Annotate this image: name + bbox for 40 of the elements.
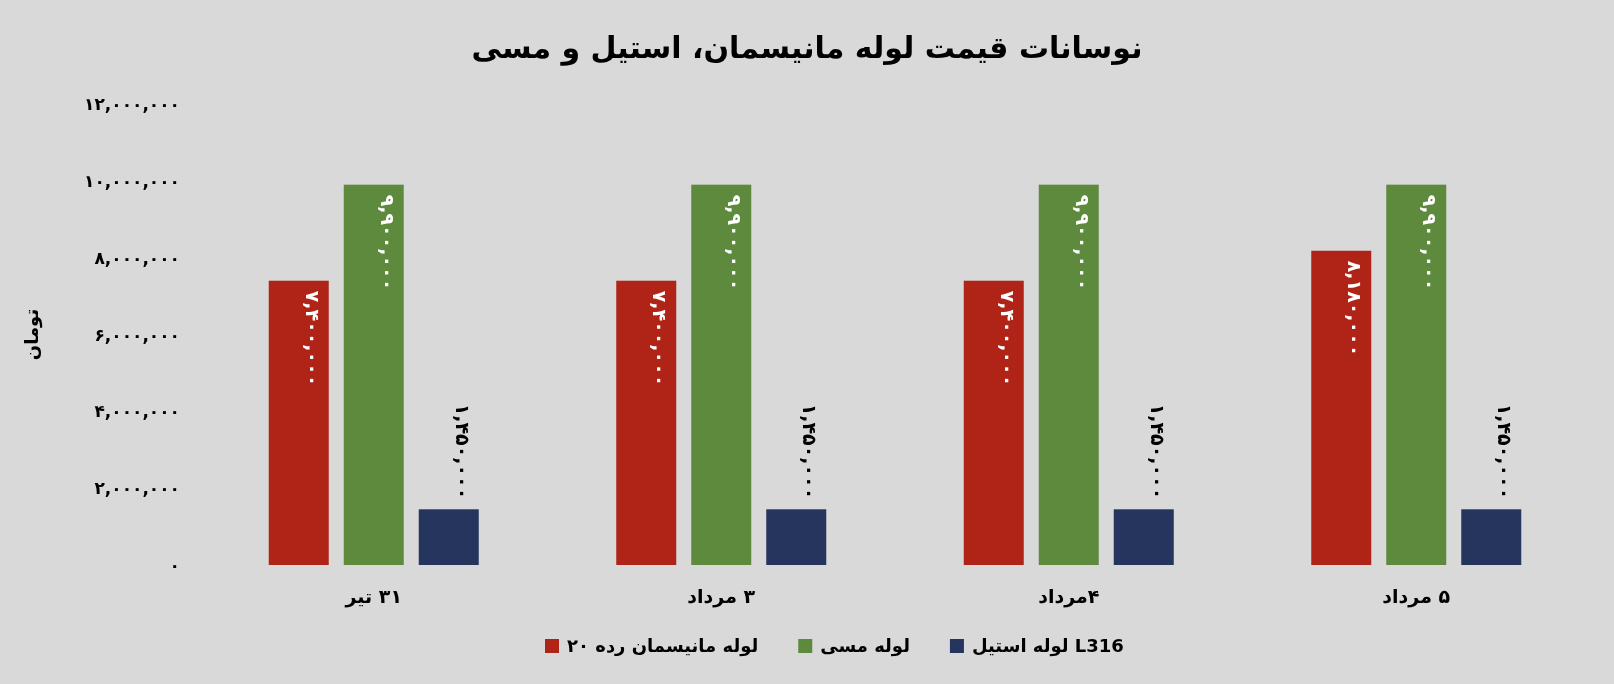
y-tick-label: ۴,۰۰۰,۰۰۰ [94,401,180,422]
legend-label: لوله مانیسمان رده ۲۰ [567,635,759,657]
bar [766,509,827,565]
legend-label: لوله مسی [820,635,910,657]
data-label: ۷,۴۰۰,۰۰۰ [649,290,672,387]
y-axis-title: تومان [21,308,43,361]
bar [963,280,1024,565]
y-tick-label: ۱۲,۰۰۰,۰۰۰ [84,94,180,114]
legend-label: لوله استیل L316 [971,635,1124,657]
data-label: ۹,۹۰۰,۰۰۰ [1071,194,1094,291]
chart-title: نوسانات قیمت لوله مانیسمان، استیل و مسی [471,30,1143,66]
bar [268,280,329,565]
bar [1038,184,1099,565]
data-label: ۷,۴۰۰,۰۰۰ [996,290,1019,387]
x-tick-label: ۳۱ تیر [344,585,403,608]
data-label: ۹,۹۰۰,۰۰۰ [1419,194,1442,291]
x-tick-label: ۵ مرداد [1382,585,1451,608]
y-tick-label: ۰ [169,555,180,575]
bar [343,184,404,565]
y-tick-label: ۶,۰۰۰,۰۰۰ [94,324,180,345]
bar [1461,509,1522,565]
data-label: ۱,۴۵۰,۰۰۰ [451,403,474,500]
bar [418,509,479,565]
data-label: ۹,۹۰۰,۰۰۰ [376,194,399,291]
y-tick-label: ۸,۰۰۰,۰۰۰ [94,247,180,268]
data-label: ۸,۱۸۰,۰۰۰ [1344,260,1367,357]
x-tick-label: ۳ مرداد [687,585,756,608]
data-label: ۱,۴۵۰,۰۰۰ [799,403,822,500]
data-label: ۷,۴۰۰,۰۰۰ [301,290,324,387]
bar [1113,509,1174,565]
y-tick-label: ۲,۰۰۰,۰۰۰ [94,478,180,499]
data-label: ۱,۴۵۰,۰۰۰ [1494,403,1517,500]
data-label: ۱,۴۵۰,۰۰۰ [1146,403,1169,500]
bar [1311,250,1372,565]
x-tick-label: ۴مرداد [1038,585,1100,608]
y-tick-label: ۱۰,۰۰۰,۰۰۰ [84,170,180,191]
bar [691,184,752,565]
bar [1386,184,1447,565]
data-label: ۹,۹۰۰,۰۰۰ [724,194,747,291]
bar [616,280,677,565]
